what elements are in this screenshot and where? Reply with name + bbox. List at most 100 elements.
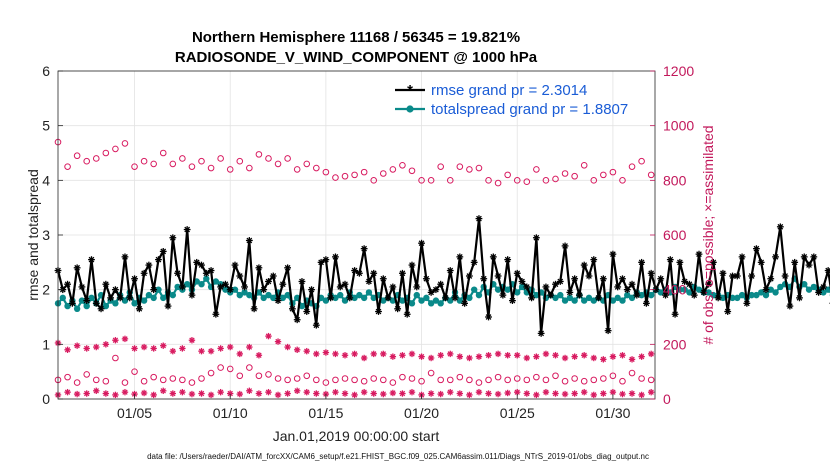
obs-possible-point (370, 177, 378, 184)
totalspread-point (581, 297, 588, 304)
obs-assimilated-point (169, 390, 177, 397)
obs-possible-point (102, 149, 110, 157)
totalspread-point (757, 289, 765, 296)
obs-assimilated-point (246, 387, 253, 394)
totalspread-point (710, 291, 717, 299)
obs-possible-point (475, 379, 483, 386)
rmse-point (140, 269, 148, 277)
obs-assimilated-point (351, 350, 358, 358)
obs-possible-point (83, 157, 91, 165)
obs-assimilated-point (552, 352, 559, 359)
obs-assimilated-point (523, 390, 530, 397)
totalspread-point (533, 291, 540, 299)
rmse-point (375, 308, 382, 315)
rmse-point (370, 269, 378, 277)
y-tick-label: 2 (42, 282, 50, 298)
rmse-point (346, 294, 354, 302)
rmse-point (107, 294, 115, 302)
rmse-point (791, 258, 799, 266)
y-right-tick-label: 200 (663, 336, 687, 352)
obs-assimilated-point (590, 354, 597, 362)
totalspread-point (738, 291, 746, 299)
totalspread-point (265, 291, 272, 299)
y-tick-label: 3 (42, 227, 50, 243)
rmse-point (174, 269, 181, 277)
obs-possible-point (523, 376, 531, 384)
obs-possible-point (265, 371, 272, 378)
obs-assimilated-point (121, 335, 129, 343)
obs-assimilated-point (322, 349, 330, 356)
obs-assimilated-point (552, 390, 559, 397)
rmse-point (341, 280, 349, 288)
obs-assimilated-point (179, 345, 186, 352)
rmse-point (638, 258, 646, 266)
rmse-point (609, 250, 617, 258)
rmse-point (681, 278, 689, 285)
obs-assimilated-point (370, 350, 377, 358)
obs-possible-point (379, 170, 387, 177)
obs-possible-point (313, 164, 320, 172)
obs-possible-point (580, 377, 588, 385)
totalspread-point (619, 297, 626, 304)
totalspread-point (83, 302, 90, 310)
rmse-point (700, 289, 708, 296)
rmse-point (217, 283, 225, 291)
rmse-point (480, 275, 488, 283)
rmse-point (781, 272, 789, 280)
rmse-point (705, 280, 712, 288)
rmse-point (489, 253, 497, 261)
rmse-point (169, 234, 177, 242)
series-layer (54, 215, 830, 337)
rmse-point (322, 256, 330, 263)
rmse-point (714, 294, 722, 302)
obs-possible-point (600, 375, 607, 382)
obs-assimilated-point (217, 388, 224, 396)
rmse-point (690, 291, 698, 299)
totalspread-point (432, 297, 440, 304)
obs-possible-point (647, 171, 655, 179)
obs-assimilated-point (265, 332, 272, 340)
totalspread-point (236, 291, 243, 299)
obs-assimilated-point (255, 390, 263, 397)
obs-possible-point (226, 166, 234, 173)
obs-assimilated-point (542, 388, 550, 396)
y-axis-right: 0 200 400 600 800 1000 1200 (650, 63, 694, 407)
obs-possible-point (504, 376, 511, 384)
obs-count-layer (54, 138, 655, 399)
totalspread-point (174, 283, 181, 291)
rmse-point (150, 286, 158, 294)
rmse-point (312, 321, 320, 329)
obs-assimilated-point (628, 390, 636, 397)
rmse-point (647, 269, 655, 277)
chart-title: Northern Hemisphere 11168 / 56345 = 19.8… (192, 29, 520, 46)
rmse-point (796, 294, 803, 302)
obs-assimilated-point (227, 343, 234, 351)
obs-possible-point (265, 155, 272, 162)
obs-assimilated-point (600, 390, 607, 397)
obs-possible-point (437, 163, 444, 170)
obs-possible-point (379, 376, 387, 384)
obs-possible-point (179, 155, 186, 162)
rmse-point (135, 305, 143, 313)
obs-assimilated-point (351, 391, 358, 399)
totalspread-point (145, 291, 153, 299)
obs-assimilated-point (284, 390, 291, 397)
y-right-tick-label: 1200 (663, 63, 694, 79)
totalspread-point (222, 286, 229, 293)
obs-possible-point (609, 168, 617, 176)
obs-possible-point (408, 167, 416, 175)
obs-assimilated-point (581, 388, 588, 396)
y-axis-label: rmse and totalspread (25, 169, 41, 301)
rmse-point (561, 242, 569, 250)
totalspread-point (102, 302, 110, 310)
obs-assimilated-point (265, 388, 272, 396)
rmse-point (279, 280, 287, 288)
obs-assimilated-point (169, 347, 177, 355)
obs-possible-point (370, 375, 378, 382)
obs-possible-point (580, 162, 588, 169)
rmse-point (116, 294, 124, 302)
obs-assimilated-point (533, 353, 540, 360)
rmse-point (748, 272, 756, 280)
obs-possible-point (590, 177, 598, 184)
obs-assimilated-point (494, 390, 502, 398)
